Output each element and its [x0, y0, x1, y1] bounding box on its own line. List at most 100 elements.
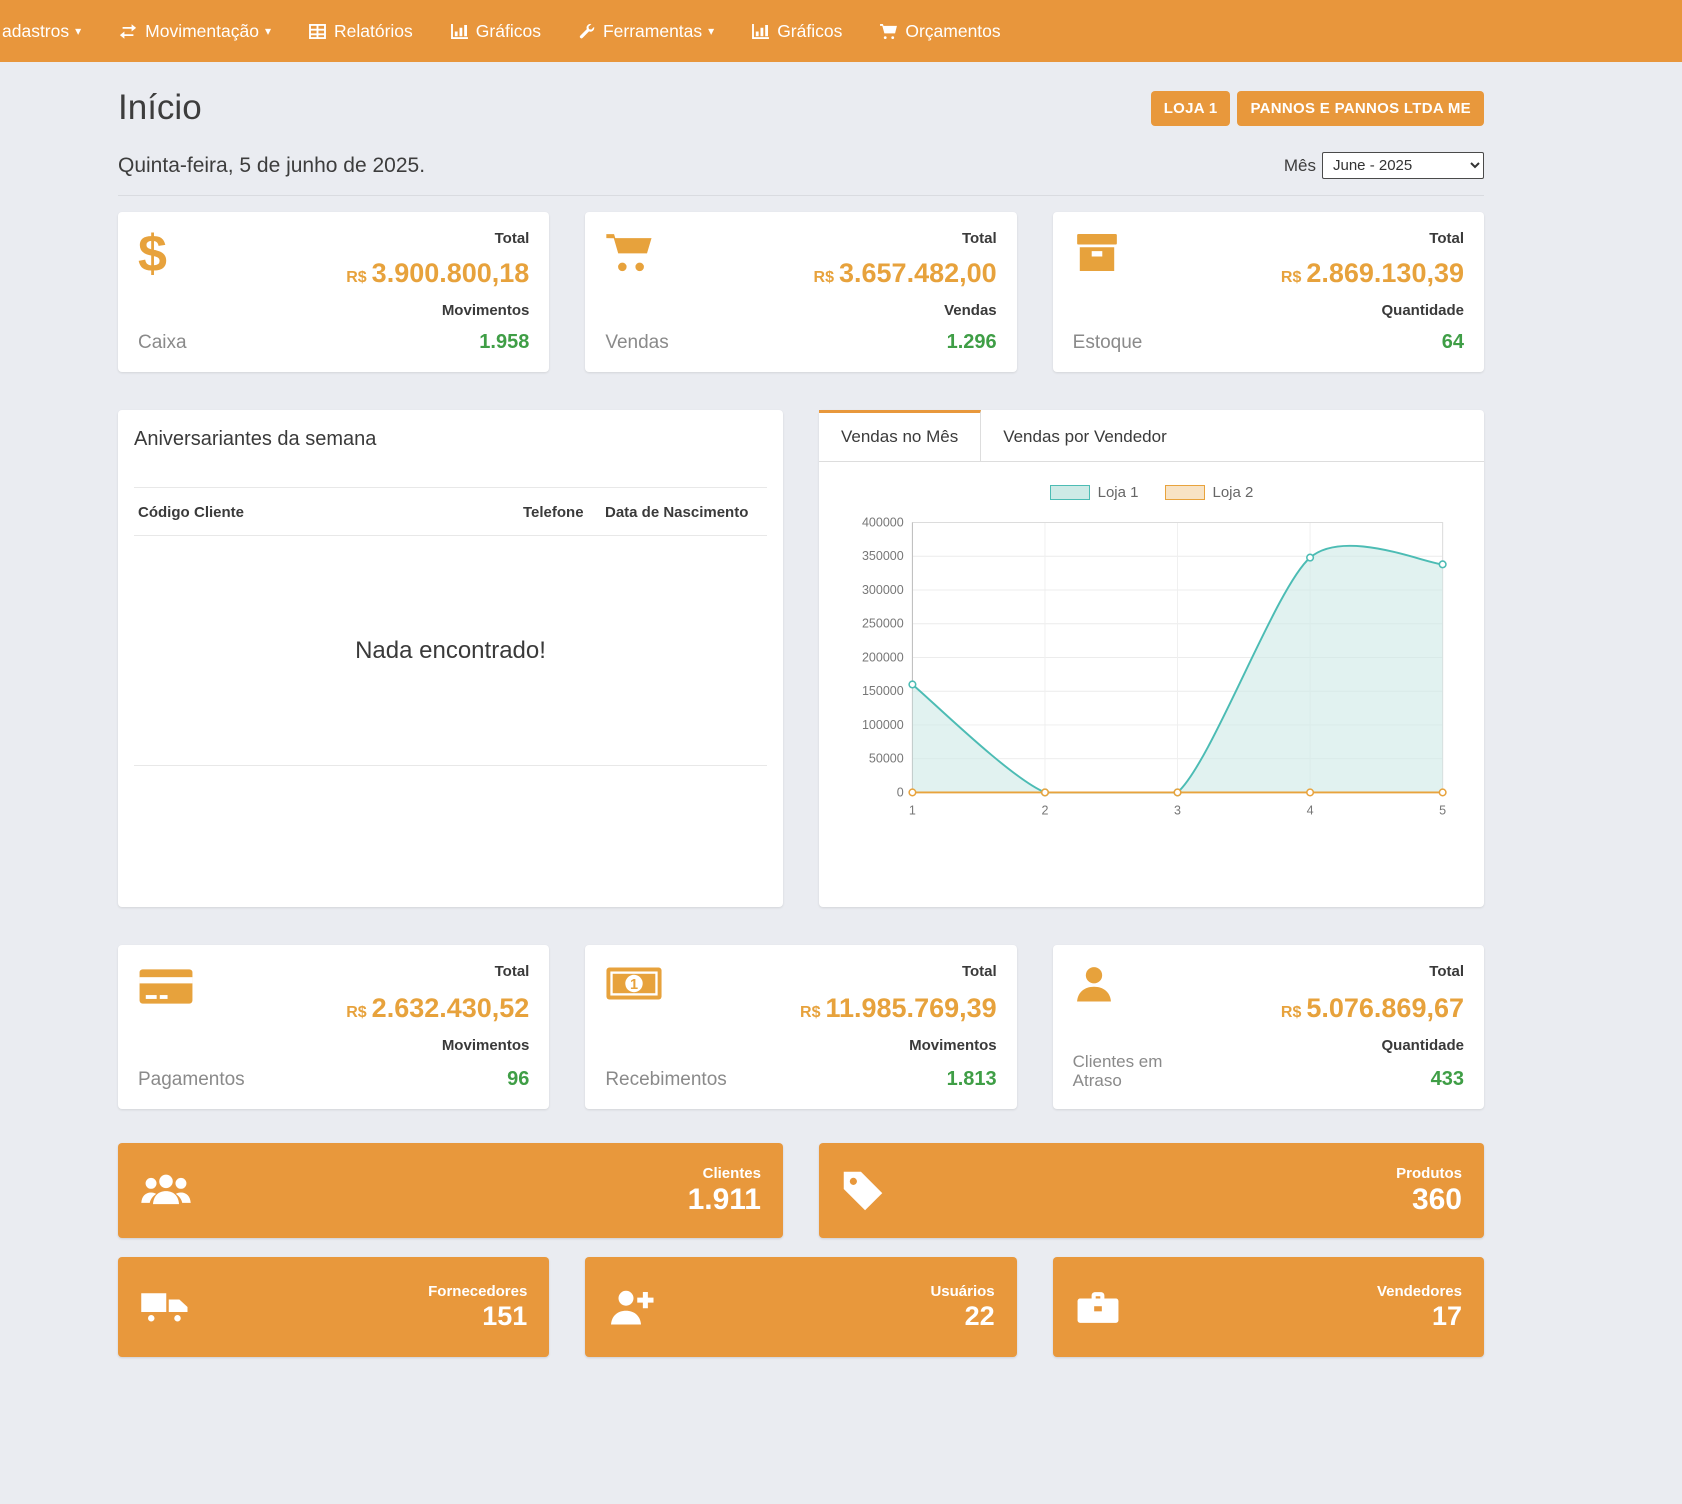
nav-item-ferramentas[interactable]: Ferramentas ▾ [560, 0, 733, 62]
tile-value: 17 [1377, 1302, 1462, 1330]
currency-symbol: R$ [1281, 1004, 1301, 1021]
legend-swatch [1050, 485, 1090, 500]
stat-card-label: Estoque [1073, 332, 1143, 354]
stat-card-label: Vendas [605, 332, 668, 354]
svg-text:200000: 200000 [862, 650, 904, 664]
tile-value: 360 [1396, 1184, 1462, 1216]
cart-icon [880, 24, 897, 39]
count-value: 1.958 [346, 331, 529, 354]
legend-swatch [1165, 485, 1205, 500]
tile-usuarios[interactable]: Usuários 22 [585, 1257, 1016, 1357]
empty-message: Nada encontrado! [355, 637, 546, 665]
sales-tabs: Vendas no Mês Vendas por Vendedor [819, 410, 1484, 462]
legend-label: Loja 1 [1098, 484, 1139, 501]
svg-text:50000: 50000 [869, 752, 904, 766]
svg-text:4: 4 [1307, 804, 1314, 818]
user-plus-icon [607, 1287, 655, 1327]
tile-label: Fornecedores [428, 1283, 527, 1300]
total-label: Total [1281, 230, 1464, 247]
count-value: 433 [1281, 1068, 1464, 1091]
briefcase-icon [1075, 1287, 1121, 1328]
count-label: Movimentos [800, 1037, 997, 1054]
tile-vendedores[interactable]: Vendedores 17 [1053, 1257, 1484, 1357]
table-icon [309, 24, 326, 39]
legend-item-loja1[interactable]: Loja 1 [1050, 484, 1139, 501]
header-divider [118, 195, 1484, 196]
birthdays-table-header: Código Cliente Telefone Data de Nascimen… [134, 488, 767, 536]
amount: 3.657.482,00 [839, 258, 997, 288]
nav-item-movimentacao[interactable]: Movimentação ▾ [100, 0, 290, 62]
currency-symbol: R$ [346, 1004, 366, 1021]
total-label: Total [346, 963, 529, 980]
tile-clientes[interactable]: Clientes 1.911 [118, 1143, 783, 1238]
store-button[interactable]: LOJA 1 [1151, 91, 1231, 126]
currency-symbol: R$ [814, 269, 834, 286]
total-label: Total [1281, 963, 1464, 980]
column-header-nascimento: Data de Nascimento [605, 504, 763, 521]
tab-vendas-no-mes[interactable]: Vendas no Mês [819, 410, 981, 461]
nav-item-orcamentos[interactable]: Orçamentos [861, 0, 1019, 62]
svg-text:250000: 250000 [862, 617, 904, 631]
stat-card-recebimentos: 1 Recebimentos Total R$11.985.769,39 Mov… [585, 945, 1016, 1109]
main-content: Início LOJA 1 PANNOS E PANNOS LTDA ME Qu… [118, 62, 1484, 1417]
wrench-icon [579, 23, 595, 39]
count-label: Movimentos [346, 302, 529, 319]
stat-card-vendas: Vendas Total R$3.657.482,00 Vendas 1.296 [585, 212, 1016, 372]
truck-icon [140, 1288, 190, 1326]
company-button[interactable]: PANNOS E PANNOS LTDA ME [1237, 91, 1484, 126]
count-label: Quantidade [1281, 1037, 1464, 1054]
svg-text:300000: 300000 [862, 583, 904, 597]
total-value: R$ 2.869.130,39 [1281, 259, 1464, 289]
tile-produtos[interactable]: Produtos 360 [819, 1143, 1484, 1238]
currency-symbol: R$ [1281, 269, 1301, 286]
birthdays-title: Aniversariantes da semana [134, 428, 767, 451]
tile-label: Usuários [930, 1283, 994, 1300]
money-bill-icon: 1 [605, 963, 726, 1004]
stat-card-label: Caixa [138, 332, 187, 354]
cart-icon [605, 230, 668, 273]
legend-item-loja2[interactable]: Loja 2 [1165, 484, 1254, 501]
dollar-icon: $ [138, 230, 187, 279]
nav-item-relatorios[interactable]: Relatórios [290, 0, 432, 62]
month-label: Mês [1284, 156, 1316, 176]
svg-text:100000: 100000 [862, 718, 904, 732]
total-value: R$5.076.869,67 [1281, 994, 1464, 1024]
amount: 2.869.130,39 [1306, 258, 1464, 288]
svg-text:2: 2 [1041, 804, 1048, 818]
exchange-icon [119, 24, 137, 39]
total-label: Total [346, 230, 529, 247]
total-value: R$11.985.769,39 [800, 994, 997, 1024]
bar-chart-icon [752, 24, 769, 39]
count-value: 96 [346, 1068, 529, 1091]
tab-vendas-por-vendedor[interactable]: Vendas por Vendedor [981, 410, 1189, 461]
sales-chart: 0500001000001500002000002500003000003500… [843, 509, 1460, 827]
currency-symbol: R$ [346, 269, 366, 286]
tag-icon [841, 1169, 885, 1213]
svg-text:0: 0 [897, 785, 904, 799]
nav-item-label: Orçamentos [905, 21, 1000, 42]
stat-card-clientes-em-atraso: Clientes em Atraso Total R$5.076.869,67 … [1053, 945, 1484, 1109]
total-value: R$3.900.800,18 [346, 259, 529, 289]
column-header-codigo: Código [138, 504, 194, 521]
stat-card-caixa: $ Caixa Total R$3.900.800,18 Movimentos … [118, 212, 549, 372]
tile-fornecedores[interactable]: Fornecedores 151 [118, 1257, 549, 1357]
svg-text:1: 1 [909, 804, 916, 818]
column-header-telefone: Telefone [523, 504, 605, 521]
tile-label: Produtos [1396, 1165, 1462, 1182]
count-label: Vendas [814, 302, 997, 319]
nav-item-label: Gráficos [777, 21, 842, 42]
nav-item-graficos-2[interactable]: Gráficos [733, 0, 861, 62]
stat-card-label: Recebimentos [605, 1069, 726, 1091]
stat-card-estoque: Estoque Total R$2.869.130,39 Quantidade … [1053, 212, 1484, 372]
count-label: Quantidade [1281, 302, 1464, 319]
nav-item-cadastros[interactable]: adastros ▾ [0, 0, 100, 62]
top-navbar: adastros ▾ Movimentação ▾ Relatórios Grá… [0, 0, 1682, 62]
nav-item-graficos-1[interactable]: Gráficos [432, 0, 560, 62]
legend-label: Loja 2 [1213, 484, 1254, 501]
user-icon [1073, 963, 1183, 1005]
currency-symbol: R$ [800, 1004, 820, 1021]
total-label: Total [814, 230, 997, 247]
month-select[interactable]: June - 2025 [1322, 152, 1484, 179]
birthdays-panel: Aniversariantes da semana Código Cliente… [118, 410, 783, 907]
chart-area: Loja 1 Loja 2 05000010000015000020000025… [819, 462, 1484, 835]
